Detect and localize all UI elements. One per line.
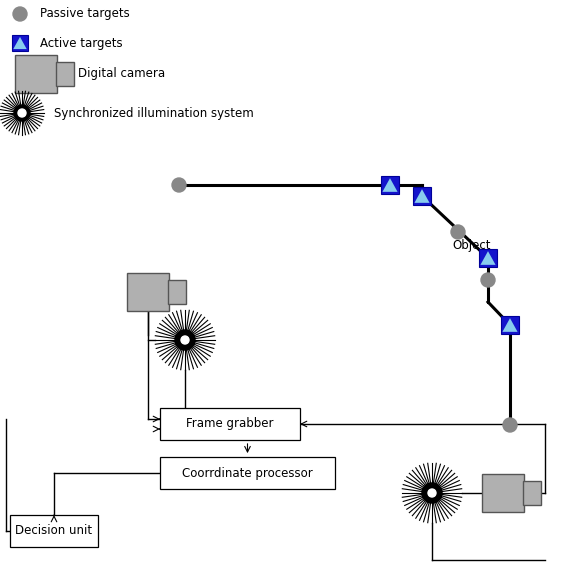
- Bar: [160, 457, 335, 489]
- Bar: [10, 515, 98, 547]
- Circle shape: [18, 109, 26, 117]
- Text: Active targets: Active targets: [40, 36, 123, 50]
- Circle shape: [172, 178, 186, 192]
- Text: Frame grabber: Frame grabber: [186, 417, 274, 431]
- Circle shape: [451, 225, 465, 239]
- Bar: [15, 55, 57, 93]
- Bar: [56, 62, 74, 86]
- Bar: [479, 249, 497, 267]
- Circle shape: [175, 330, 195, 350]
- Polygon shape: [502, 318, 518, 332]
- Circle shape: [13, 7, 27, 21]
- Polygon shape: [414, 189, 430, 203]
- Bar: [523, 481, 541, 505]
- Polygon shape: [13, 37, 27, 49]
- Circle shape: [14, 105, 30, 121]
- Text: Decision unit: Decision unit: [15, 524, 92, 538]
- Polygon shape: [481, 251, 495, 265]
- Text: Synchronized illumination system: Synchronized illumination system: [54, 106, 254, 120]
- Circle shape: [481, 273, 495, 287]
- Bar: [413, 187, 431, 205]
- Bar: [160, 408, 300, 440]
- Circle shape: [422, 483, 442, 503]
- Bar: [127, 273, 169, 311]
- Polygon shape: [382, 178, 397, 192]
- Circle shape: [428, 489, 436, 497]
- Text: Digital camera: Digital camera: [78, 68, 165, 80]
- Text: Coorrdinate processor: Coorrdinate processor: [182, 466, 313, 480]
- Bar: [168, 280, 186, 304]
- Text: Passive targets: Passive targets: [40, 8, 130, 20]
- Bar: [482, 474, 524, 512]
- Circle shape: [181, 336, 189, 344]
- Circle shape: [503, 418, 517, 432]
- Bar: [381, 176, 399, 194]
- Bar: [12, 35, 28, 51]
- Text: Object: Object: [452, 239, 491, 251]
- Bar: [501, 316, 519, 334]
